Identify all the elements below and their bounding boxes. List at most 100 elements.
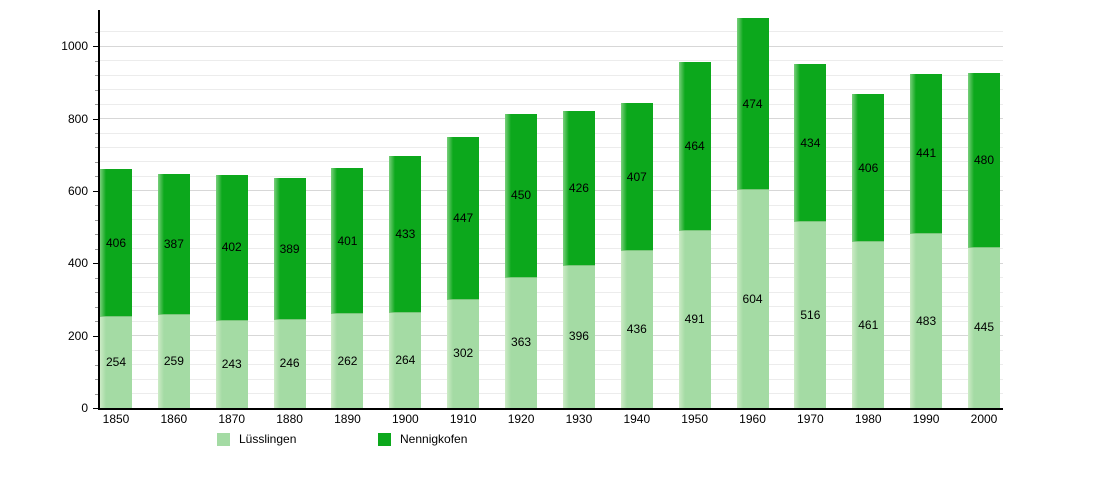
bar-highlight [157, 174, 164, 315]
bar-value-luesslingen-1880: 246 [279, 356, 300, 371]
bar-highlight [736, 17, 743, 190]
x-tick-label-1980: 1980 [854, 412, 882, 426]
y-minor-tick [95, 379, 98, 381]
x-tick-label-1900: 1900 [391, 412, 419, 426]
minor-gridline [100, 60, 1003, 62]
bar-highlight [910, 73, 917, 234]
x-tick-label-1960: 1960 [739, 412, 766, 426]
y-minor-tick [95, 321, 98, 323]
y-major-tick [93, 408, 98, 409]
y-minor-tick [95, 89, 98, 91]
y-minor-tick [95, 234, 98, 236]
x-tick-label-1890: 1890 [334, 412, 361, 426]
bar-segment-nennigkofen-1970 [794, 64, 827, 222]
bar-value-nennigkofen-2000: 480 [973, 153, 995, 168]
x-tick-label-1930: 1930 [565, 412, 593, 426]
bar-highlight [100, 317, 106, 408]
y-major-tick [93, 335, 98, 337]
bar-segment-luesslingen-1970 [794, 221, 827, 408]
x-tick-label-1970: 1970 [797, 412, 824, 426]
bar-value-luesslingen-1870: 243 [221, 357, 242, 372]
bar-highlight [215, 174, 222, 321]
x-axis [98, 408, 1003, 410]
y-major-tick [93, 46, 98, 48]
bar-value-luesslingen-1950: 491 [684, 312, 705, 327]
y-major-tick [93, 190, 98, 192]
y-minor-tick [95, 147, 98, 149]
bar-segment-luesslingen-1890 [331, 313, 364, 408]
bar-value-luesslingen-1910: 302 [453, 346, 474, 361]
bar-value-nennigkofen-1950: 464 [684, 139, 705, 154]
y-minor-tick [95, 205, 98, 207]
bar-value-luesslingen-1890: 262 [337, 353, 358, 368]
y-major-tick [93, 118, 98, 120]
bar-segment-nennigkofen-1910 [447, 136, 480, 299]
bar-value-nennigkofen-1920: 450 [511, 188, 532, 203]
bar-value-luesslingen-1930: 396 [568, 329, 589, 344]
bar-segment-luesslingen-1920 [505, 276, 538, 408]
bar-segment-luesslingen-1850 [100, 316, 132, 408]
bar-highlight [447, 299, 454, 408]
bar-segment-nennigkofen-1880 [273, 178, 306, 319]
bar-highlight [562, 265, 569, 408]
bar-segment-luesslingen-1860 [157, 314, 190, 408]
y-minor-tick [95, 75, 98, 77]
bar-value-luesslingen-1920: 363 [511, 335, 532, 350]
bar-highlight [852, 94, 859, 242]
bar-segment-nennigkofen-1860 [157, 174, 190, 315]
bar-highlight [331, 314, 338, 408]
bar-value-nennigkofen-1900: 433 [395, 227, 416, 242]
bar-value-luesslingen-1900: 264 [395, 353, 416, 368]
minor-gridline [100, 74, 1003, 76]
bar-segment-luesslingen-1950 [678, 230, 711, 408]
bar-highlight [389, 313, 396, 408]
bar-value-nennigkofen-1870: 402 [221, 240, 242, 255]
x-tick-label-1880: 1880 [276, 412, 303, 426]
bar-value-nennigkofen-1980: 406 [858, 160, 879, 175]
y-minor-tick [95, 31, 98, 33]
bar-highlight [273, 319, 280, 408]
bar-value-luesslingen-1980: 461 [858, 317, 879, 332]
bar-segment-luesslingen-1990 [910, 233, 943, 408]
bar-value-luesslingen-2000: 445 [973, 320, 995, 335]
bar-value-nennigkofen-1940: 407 [626, 169, 647, 184]
minor-gridline [100, 89, 1003, 91]
bar-value-luesslingen-1850: 254 [105, 355, 127, 370]
bar-highlight [562, 110, 569, 265]
y-tick-label: 600 [67, 183, 88, 198]
bar-highlight [678, 62, 685, 231]
x-tick-label-2000: 2000 [970, 412, 998, 426]
y-minor-tick [95, 176, 98, 178]
bar-highlight [389, 155, 396, 313]
bar-highlight [447, 136, 454, 299]
y-minor-tick [95, 292, 98, 294]
bar-segment-luesslingen-1940 [620, 250, 653, 408]
bar-highlight [273, 178, 280, 319]
bar-segment-luesslingen-1980 [852, 241, 885, 408]
bar-segment-nennigkofen-1850 [100, 169, 132, 317]
bar-value-nennigkofen-1970: 434 [800, 135, 821, 150]
bar-highlight [910, 234, 917, 408]
legend-label-nennigkofen: Nennigkofen [400, 432, 468, 446]
bar-value-luesslingen-1940: 436 [626, 322, 647, 337]
bar-segment-luesslingen-1880 [273, 318, 306, 408]
x-tick-label-1920: 1920 [507, 412, 535, 426]
x-tick-label-1940: 1940 [623, 412, 651, 426]
bar-value-nennigkofen-1930: 426 [568, 180, 589, 195]
bar-segment-nennigkofen-1940 [620, 102, 653, 251]
bar-highlight [968, 73, 974, 247]
bar-value-nennigkofen-1990: 441 [916, 146, 937, 161]
bar-highlight [678, 231, 685, 408]
bar-value-nennigkofen-1860: 387 [163, 237, 184, 252]
bar-segment-nennigkofen-1920 [505, 113, 538, 277]
y-minor-tick [95, 277, 98, 279]
bar-segment-nennigkofen-1980 [852, 94, 885, 242]
bar-segment-luesslingen-1930 [562, 264, 595, 408]
bar-value-nennigkofen-1880: 389 [279, 241, 300, 256]
bar-highlight [100, 169, 106, 317]
bar-segment-nennigkofen-1900 [389, 155, 422, 313]
bar-highlight [852, 242, 859, 408]
x-tick-label-1990: 1990 [912, 412, 940, 426]
x-tick-label-1870: 1870 [218, 412, 246, 426]
bar-highlight [505, 113, 512, 277]
